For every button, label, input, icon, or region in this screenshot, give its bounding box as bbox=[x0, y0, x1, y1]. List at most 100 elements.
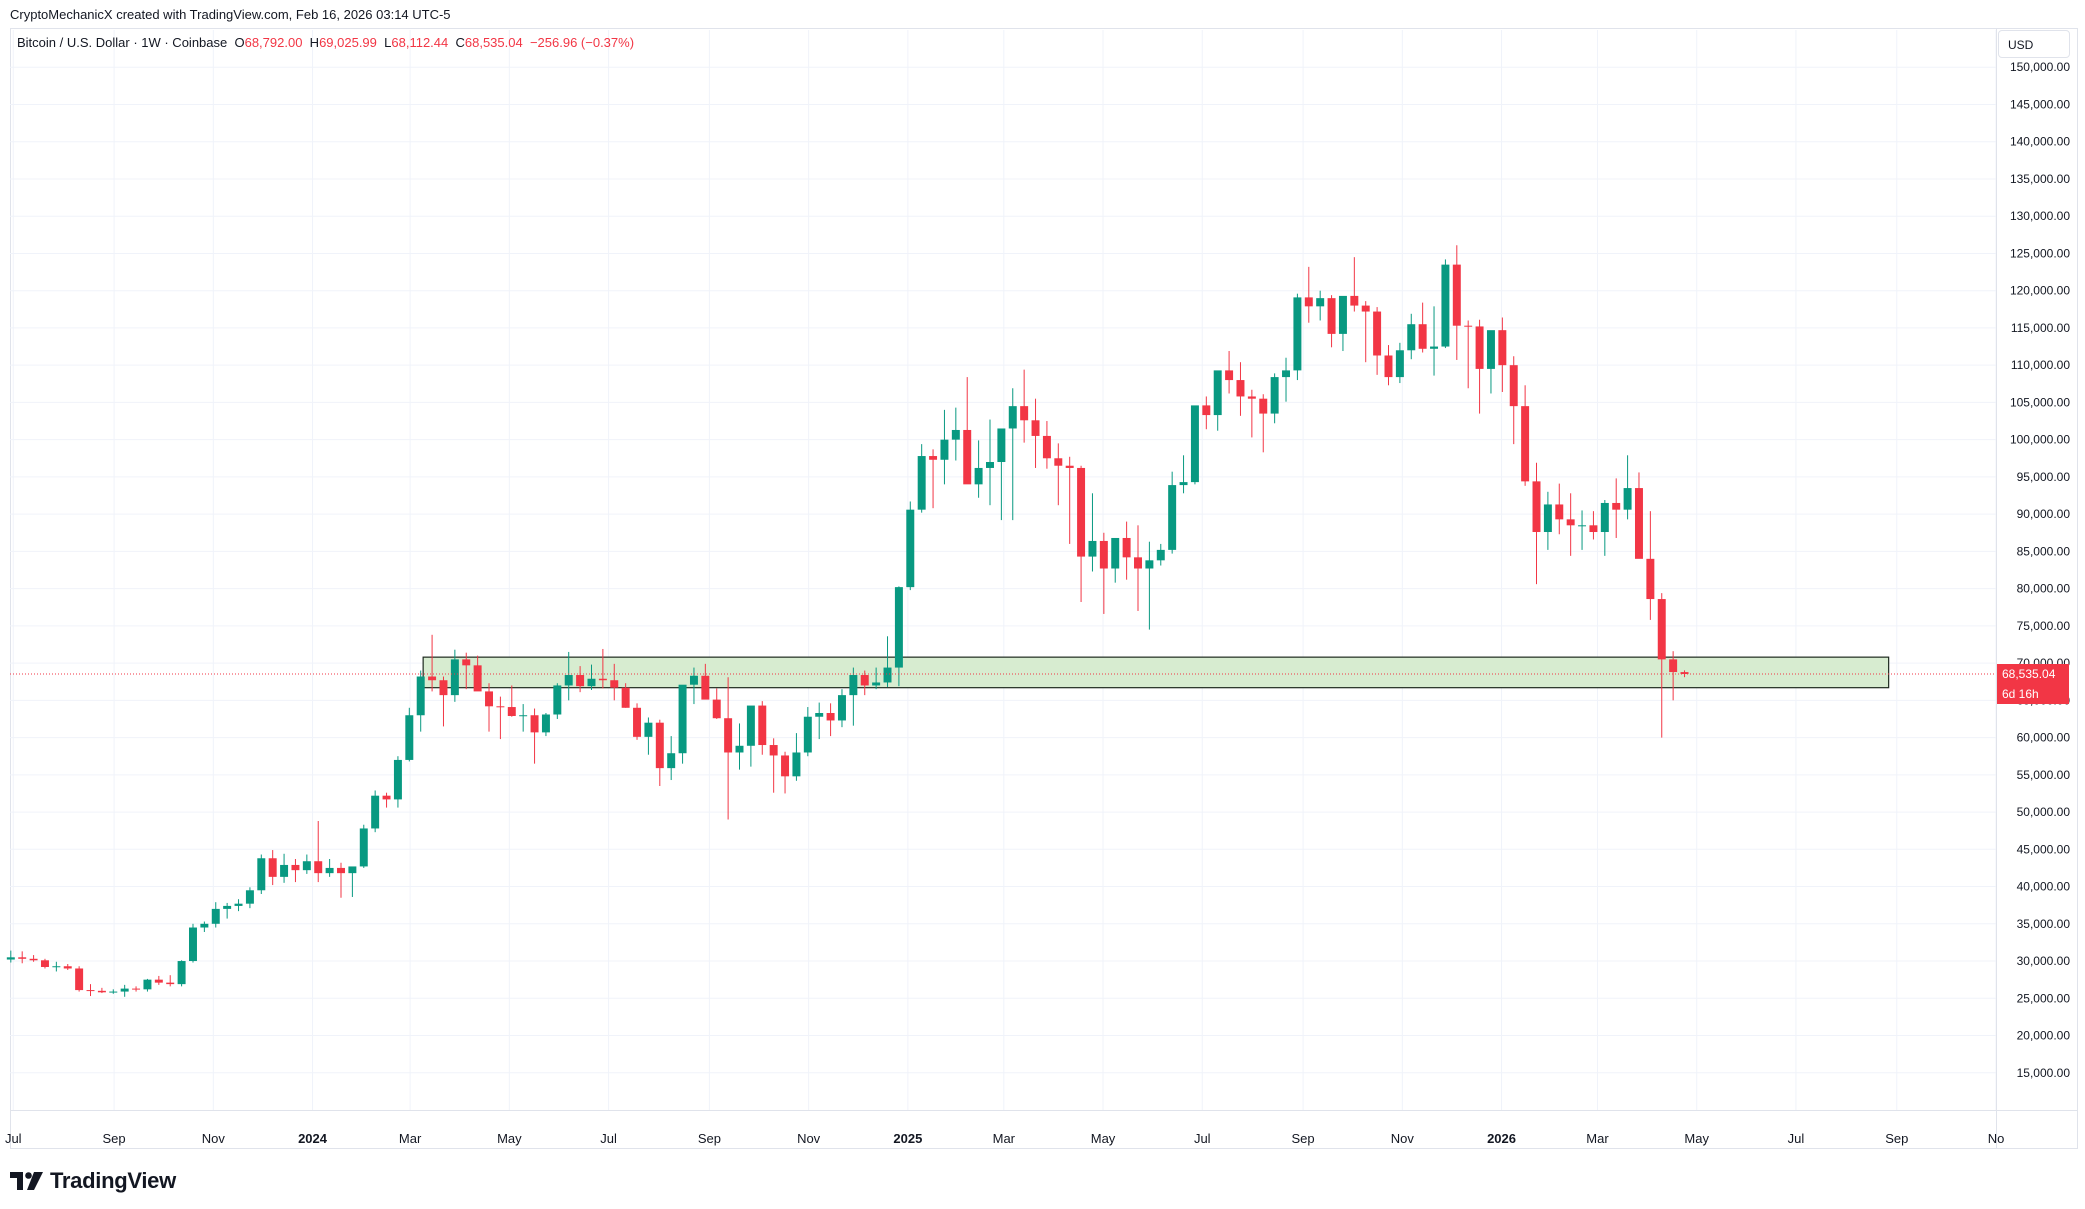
candle bbox=[644, 717, 653, 755]
y-tick-label: 15,000.00 bbox=[2017, 1066, 2071, 1080]
candle-body bbox=[735, 745, 744, 753]
candle bbox=[1646, 511, 1655, 620]
candle-body bbox=[917, 456, 926, 510]
candle bbox=[337, 862, 345, 898]
candle-body bbox=[974, 467, 983, 485]
candle bbox=[1486, 330, 1495, 394]
candle bbox=[1543, 491, 1552, 550]
candle-body bbox=[200, 923, 209, 928]
candle-body bbox=[280, 864, 289, 877]
candle bbox=[758, 701, 767, 755]
candle bbox=[1156, 543, 1165, 566]
legend-high-value: 69,025.99 bbox=[319, 35, 377, 50]
candle-body bbox=[1111, 537, 1120, 569]
candle bbox=[1111, 537, 1120, 583]
candle bbox=[97, 987, 106, 994]
candle bbox=[200, 921, 209, 932]
candle-body bbox=[211, 908, 220, 924]
candle bbox=[1430, 306, 1439, 376]
candle-body bbox=[1190, 405, 1199, 483]
candle-body bbox=[1612, 502, 1621, 510]
candle bbox=[746, 705, 755, 767]
candle-body bbox=[986, 462, 994, 468]
zone-layer bbox=[422, 656, 1890, 689]
x-tick-label: Sep bbox=[103, 1131, 126, 1146]
candle-body bbox=[667, 753, 676, 769]
candle bbox=[177, 960, 186, 987]
candle-body bbox=[940, 439, 949, 460]
candle-body bbox=[1020, 406, 1029, 421]
tradingview-logo-icon bbox=[10, 1172, 43, 1190]
candle bbox=[1384, 345, 1393, 386]
candle bbox=[974, 440, 983, 498]
candle-body bbox=[655, 722, 664, 769]
candle-body bbox=[576, 675, 585, 687]
candle-body bbox=[1270, 377, 1279, 414]
candle bbox=[1407, 313, 1416, 360]
tradingview-logo[interactable]: TradingView bbox=[10, 1168, 176, 1194]
y-tick-label: 30,000.00 bbox=[2017, 954, 2071, 968]
candle bbox=[689, 667, 698, 705]
legend-change: −256.96 (−0.37%) bbox=[529, 35, 635, 50]
candle bbox=[894, 586, 903, 687]
y-tick-label: 55,000.00 bbox=[2017, 768, 2071, 782]
candle-body bbox=[1669, 659, 1678, 673]
x-tick-label: Jul bbox=[600, 1131, 617, 1146]
candle bbox=[450, 649, 459, 702]
candle-body bbox=[1395, 350, 1404, 378]
candle-body bbox=[120, 988, 129, 992]
candle-body bbox=[143, 979, 152, 990]
candle-body bbox=[1042, 435, 1051, 459]
candle-body bbox=[564, 675, 573, 686]
candle-body bbox=[473, 665, 482, 692]
candle bbox=[268, 850, 277, 886]
candle-body bbox=[1236, 380, 1245, 397]
price-chart[interactable]: 15,000.00 20,000.00 25,000.00 30,000.00 35,0… bbox=[0, 0, 2085, 1160]
candle-body bbox=[598, 678, 607, 681]
candle bbox=[530, 708, 539, 764]
candle bbox=[507, 685, 516, 717]
candle bbox=[371, 790, 380, 833]
candle bbox=[1190, 405, 1199, 485]
candle-body bbox=[1122, 537, 1131, 558]
candle bbox=[837, 689, 846, 728]
candle bbox=[1327, 295, 1336, 348]
candle bbox=[872, 667, 881, 690]
candle bbox=[189, 923, 197, 963]
candle-body bbox=[189, 927, 197, 962]
candle-body bbox=[1145, 560, 1154, 569]
grid-layer bbox=[10, 30, 1997, 1110]
x-tick-label: 2026 bbox=[1487, 1131, 1516, 1146]
candle bbox=[769, 738, 778, 793]
x-tick-label: No bbox=[1988, 1131, 2005, 1146]
candle-body bbox=[803, 716, 812, 753]
candle-body bbox=[894, 587, 903, 668]
candle-body bbox=[177, 961, 186, 985]
candle bbox=[1350, 257, 1359, 312]
symbol-legend: Bitcoin / U.S. Dollar · 1W · Coinbase O6… bbox=[17, 35, 634, 50]
candle-body bbox=[1566, 519, 1575, 526]
candle-body bbox=[792, 752, 801, 777]
candle-body bbox=[1384, 355, 1393, 378]
candle-body bbox=[40, 960, 49, 967]
candle bbox=[234, 899, 243, 912]
candle-body bbox=[6, 957, 15, 960]
legend-low-value: 68,112.44 bbox=[391, 35, 449, 50]
currency-button[interactable]: USD bbox=[1998, 30, 2070, 58]
candle-body bbox=[758, 705, 767, 746]
candle-body bbox=[701, 675, 710, 700]
candle bbox=[929, 449, 938, 509]
candle bbox=[1008, 388, 1017, 521]
y-tick-label: 75,000.00 bbox=[2017, 619, 2071, 633]
candle bbox=[997, 428, 1006, 521]
candle bbox=[1236, 362, 1245, 416]
candle-body bbox=[1430, 346, 1439, 349]
candle bbox=[1475, 319, 1484, 414]
bar-countdown-tag: 6d 16h bbox=[1997, 684, 2069, 704]
candle bbox=[1555, 483, 1564, 535]
x-tick-label: 2024 bbox=[298, 1131, 328, 1146]
candle bbox=[18, 951, 27, 964]
candle-body bbox=[393, 759, 402, 800]
candle bbox=[724, 677, 733, 820]
candle-body bbox=[1316, 298, 1325, 307]
